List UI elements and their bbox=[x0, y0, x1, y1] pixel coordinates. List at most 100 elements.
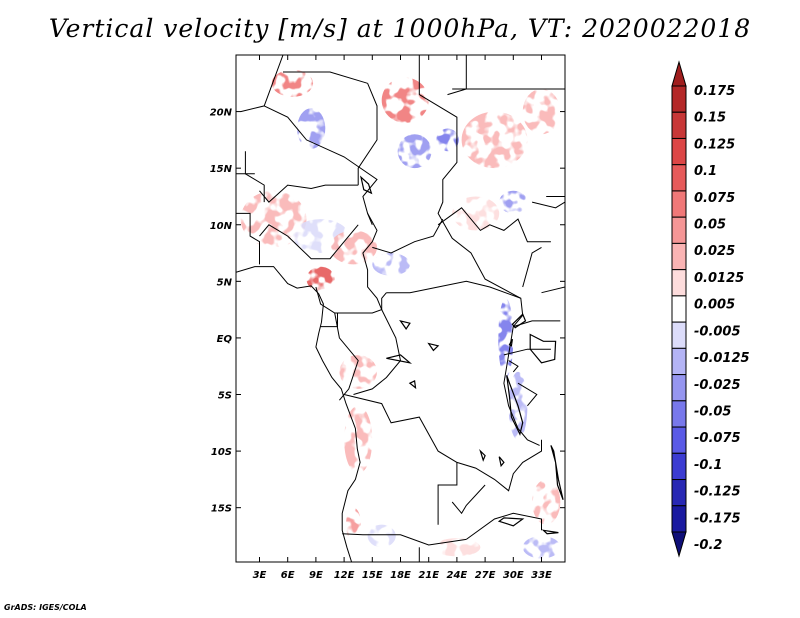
colorbar-swatch bbox=[671, 242, 687, 271]
lon-tick-label: 27E bbox=[475, 570, 496, 581]
country-border bbox=[343, 394, 458, 525]
colorbar-swatch bbox=[671, 426, 687, 454]
country-border bbox=[517, 428, 540, 446]
velocity-patch bbox=[345, 507, 362, 542]
lake-outline bbox=[541, 529, 559, 535]
latitude-axis: 20N 15N 10N 5N EQ 5S 10S 15S bbox=[210, 108, 565, 515]
colorbar: 0.175 0.15 0.125 0.1 0.075 0.05 0.025 0.0125 0.0… bbox=[671, 60, 750, 558]
map-title: Vertical velocity [m/s] at 1000hPa, VT: … bbox=[48, 14, 752, 43]
longitude-axis: 3E 6E 9E 12E 15E 18E 21E 24E 27E 30E 33E bbox=[253, 55, 552, 581]
colorbar-swatch bbox=[671, 400, 687, 428]
country-border bbox=[334, 312, 359, 401]
lake-outline bbox=[427, 342, 440, 352]
lake-outline bbox=[386, 354, 413, 364]
velocity-patch bbox=[297, 108, 326, 149]
colorbar-label: 0.175 bbox=[694, 84, 735, 99]
lat-tick-label: 5S bbox=[218, 391, 232, 402]
lat-tick-label: 15N bbox=[210, 164, 233, 175]
lat-tick-label: 10N bbox=[210, 221, 233, 232]
velocity-patch bbox=[330, 230, 377, 265]
colorbar-label: -0.05 bbox=[694, 404, 731, 419]
colorbar-max-arrow bbox=[671, 60, 687, 87]
country-border bbox=[456, 439, 542, 492]
velocity-patch bbox=[452, 196, 500, 231]
country-border bbox=[451, 484, 486, 515]
country-border bbox=[466, 512, 542, 540]
country-border bbox=[244, 151, 265, 203]
country-border bbox=[283, 71, 368, 84]
colorbar-swatch bbox=[671, 347, 687, 376]
country-border bbox=[259, 224, 359, 260]
colorbar-label: -0.0125 bbox=[694, 351, 750, 366]
lat-tick-label: 5N bbox=[217, 277, 233, 288]
colorbar-swatch bbox=[671, 216, 687, 244]
velocity-patch bbox=[306, 266, 335, 292]
colorbar-swatch bbox=[671, 479, 687, 507]
country-border bbox=[240, 55, 284, 113]
country-border bbox=[263, 105, 378, 225]
lon-tick-label: 12E bbox=[334, 570, 355, 581]
lat-tick-label: 10S bbox=[211, 447, 232, 458]
lake-outline bbox=[399, 319, 411, 330]
colorbar-label: -0.005 bbox=[694, 324, 741, 339]
colorbar-min-arrow bbox=[671, 531, 687, 558]
lon-tick-label: 33E bbox=[531, 570, 552, 581]
lon-tick-label: 6E bbox=[281, 570, 295, 581]
lon-tick-label: 30E bbox=[503, 570, 524, 581]
country-border bbox=[386, 280, 524, 429]
velocity-patch bbox=[240, 190, 307, 248]
lon-tick-label: 18E bbox=[390, 570, 411, 581]
country-border bbox=[437, 207, 551, 243]
lake-outline bbox=[479, 449, 486, 462]
lake-outline bbox=[511, 313, 527, 329]
country-border bbox=[259, 184, 359, 203]
colorbar-swatch bbox=[671, 164, 687, 192]
country-border bbox=[315, 286, 387, 314]
colorbar-label: 0.075 bbox=[694, 191, 735, 206]
lake-outline bbox=[408, 379, 417, 390]
colorbar-swatch bbox=[671, 111, 687, 139]
colorbar-label: -0.2 bbox=[694, 538, 722, 553]
colorbar-swatch bbox=[671, 374, 687, 402]
colorbar-swatch bbox=[671, 452, 687, 481]
country-border bbox=[541, 286, 565, 294]
velocity-patch bbox=[367, 524, 396, 548]
velocity-patch bbox=[499, 190, 528, 214]
colorbar-label: 0.15 bbox=[694, 111, 726, 126]
lake-outline bbox=[360, 175, 373, 195]
country-border bbox=[236, 212, 260, 265]
lake-outline bbox=[508, 338, 513, 347]
velocity-patch bbox=[461, 111, 528, 169]
country-border bbox=[517, 382, 538, 407]
colorbar-label: 0.005 bbox=[694, 298, 735, 313]
velocity-patch bbox=[344, 405, 373, 474]
lat-tick-label: 20N bbox=[210, 108, 233, 119]
country-border bbox=[508, 360, 519, 373]
colorbar-label: 0.025 bbox=[694, 244, 735, 259]
lake-outline bbox=[529, 333, 557, 364]
lon-tick-label: 9E bbox=[309, 570, 323, 581]
country-border bbox=[531, 201, 565, 209]
lake-outline bbox=[550, 445, 564, 501]
country-border bbox=[503, 348, 551, 356]
colorbar-label: 0.125 bbox=[694, 137, 735, 152]
velocity-field bbox=[240, 69, 561, 559]
colorbar-swatch bbox=[671, 137, 687, 166]
coastline bbox=[236, 266, 361, 562]
country-border bbox=[342, 533, 467, 546]
lat-tick-label: EQ bbox=[217, 334, 233, 345]
country-border bbox=[362, 213, 383, 310]
colorbar-label: -0.1 bbox=[694, 458, 722, 473]
colorbar-swatch bbox=[671, 505, 687, 533]
lake-outline bbox=[497, 517, 525, 527]
colorbar-label: 0.05 bbox=[694, 218, 726, 233]
velocity-patch bbox=[381, 77, 429, 123]
colorbar-label: 0.0125 bbox=[694, 271, 744, 286]
lon-tick-label: 15E bbox=[362, 570, 383, 581]
velocity-patch bbox=[532, 479, 561, 525]
colorbar-label: -0.075 bbox=[694, 431, 741, 446]
country-border bbox=[372, 218, 444, 254]
colorbar-label: -0.175 bbox=[694, 511, 741, 526]
lat-tick-label: 15S bbox=[211, 504, 232, 515]
